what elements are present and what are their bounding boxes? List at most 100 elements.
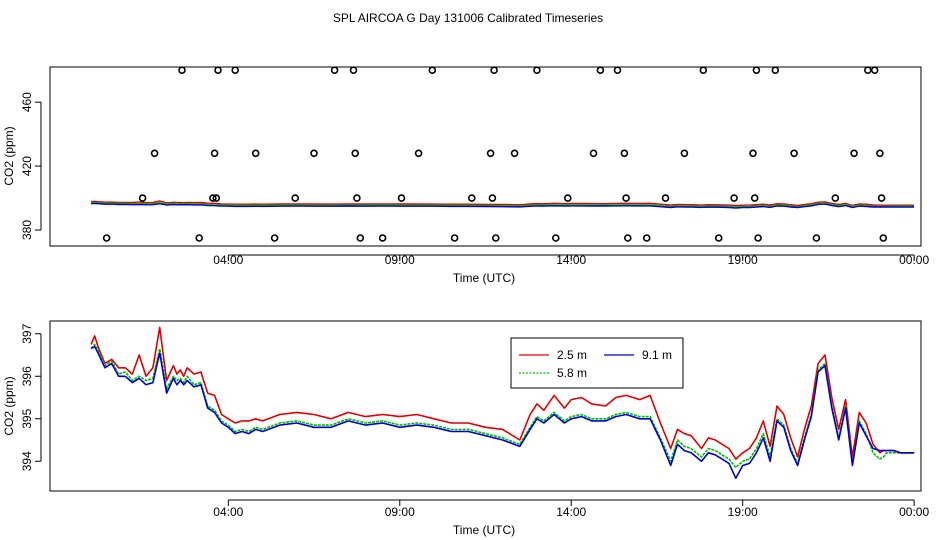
- calibration-point: [150, 149, 159, 158]
- calibration-point: [310, 149, 318, 158]
- bottom-panel: 394 395 396 397 04:00 09:00 14:00 19:00 00:00 T…: [2, 320, 929, 537]
- top-y-axis: 380 420 460: [20, 92, 42, 240]
- bottom-series-line-2-5-m: [90, 326, 915, 460]
- calibration-point: [613, 66, 622, 74]
- calibration-point: [750, 194, 759, 202]
- top-series-lines: [91, 200, 915, 209]
- chart-title: SPL AIRCOA G Day 131006 Calibrated Times…: [333, 11, 603, 25]
- legend-label-2-5m: 2.5 m: [557, 348, 587, 362]
- calibration-point: [879, 234, 888, 242]
- calibration-point: [212, 194, 221, 202]
- calibration-point: [349, 66, 358, 74]
- calibration-point: [330, 66, 339, 74]
- bottom-series-line-5-8-m: [90, 343, 915, 469]
- calibration-point: [102, 234, 111, 242]
- calibration-point: [870, 66, 879, 74]
- calibration-point: [488, 194, 497, 202]
- calibration-point: [714, 234, 723, 242]
- bottom-series-lines: [90, 326, 915, 480]
- top-x-tick-label: 14:00: [556, 253, 586, 267]
- bottom-y-axis-label: CO2 (ppm): [2, 376, 16, 435]
- legend-label-9-1m: 9.1 m: [642, 348, 672, 362]
- top-series-line-2-5-m: [91, 200, 915, 207]
- bottom-x-axis: 04:00 09:00 14:00 19:00 00:00: [213, 499, 929, 519]
- top-x-tick-label: 19:00: [728, 253, 758, 267]
- calibration-point: [620, 149, 629, 158]
- calibration-point: [850, 149, 858, 158]
- bottom-y-tick-label: 395: [20, 408, 34, 428]
- calibration-point: [749, 149, 757, 158]
- calibration-point: [623, 234, 632, 242]
- calibration-point: [551, 234, 560, 242]
- calibration-point: [270, 234, 279, 242]
- top-y-tick-label: 460: [20, 92, 34, 112]
- calibration-point: [812, 234, 821, 242]
- calibration-point: [699, 66, 708, 74]
- calibration-point: [195, 234, 203, 242]
- calibration-point: [486, 149, 495, 158]
- calibration-point: [450, 234, 459, 242]
- calibration-point: [231, 66, 239, 74]
- bottom-y-tick-label: 397: [20, 323, 34, 343]
- legend: 2.5 m 5.8 m 9.1 m: [510, 337, 684, 389]
- calibration-point: [563, 194, 572, 202]
- calibration-point: [414, 149, 423, 158]
- calibration-point: [877, 194, 886, 202]
- calibration-point: [491, 234, 500, 242]
- top-y-axis-label: CO2 (ppm): [2, 126, 16, 185]
- bottom-x-tick-label: 09:00: [385, 505, 415, 519]
- calibration-point: [214, 66, 222, 74]
- calibration-point: [533, 66, 541, 74]
- bottom-x-axis-label: Time (UTC): [453, 523, 515, 537]
- legend-label-5-8m: 5.8 m: [557, 366, 587, 380]
- calibration-point: [351, 149, 360, 158]
- top-plot-frame: [49, 66, 922, 247]
- calibration-point: [178, 66, 186, 74]
- calibration-point: [790, 149, 798, 158]
- calibration-point: [353, 194, 361, 202]
- top-x-axis-label: Time (UTC): [453, 271, 515, 285]
- top-y-tick-label: 420: [20, 156, 34, 176]
- calibration-point: [210, 149, 219, 158]
- calibration-point: [771, 66, 780, 74]
- top-y-tick-label: 380: [20, 220, 34, 240]
- calibration-point: [378, 234, 387, 242]
- calibration-point: [642, 234, 651, 242]
- calibration-point: [596, 66, 605, 74]
- bottom-plot-frame: [49, 320, 922, 492]
- bottom-x-tick-label: 14:00: [556, 505, 586, 519]
- bottom-x-tick-label: 19:00: [728, 505, 758, 519]
- top-panel: 380 420 460 04:00 09:00 14:00 19:00 00:00 Time…: [2, 66, 929, 285]
- top-x-tick-label: 00:00: [899, 253, 929, 267]
- calibration-point: [138, 194, 147, 202]
- bottom-x-tick-label: 00:00: [899, 505, 929, 519]
- calibration-point: [209, 194, 217, 202]
- top-x-tick-label: 09:00: [385, 253, 415, 267]
- bottom-series-line-9-1-m: [90, 345, 915, 480]
- calibration-point: [467, 194, 476, 202]
- calibration-point: [730, 194, 738, 202]
- top-series-line-5-8-m: [91, 201, 915, 208]
- calibration-point: [752, 66, 761, 74]
- calibration-point: [291, 194, 300, 202]
- calibration-point: [490, 66, 498, 74]
- calibration-point: [589, 149, 598, 158]
- bottom-y-tick-label: 394: [20, 451, 34, 471]
- legend-box: [510, 337, 684, 389]
- calibration-point: [680, 149, 689, 158]
- calibration-point: [428, 66, 437, 74]
- calibration-point: [831, 194, 840, 202]
- calibration-point: [876, 149, 884, 158]
- top-x-tick-label: 04:00: [213, 253, 243, 267]
- calibration-point: [622, 194, 630, 202]
- calibration-point: [863, 66, 872, 74]
- calibration-point: [251, 149, 260, 158]
- top-calibration-points: [102, 66, 888, 242]
- calibration-point: [754, 234, 762, 242]
- bottom-y-axis: 394 395 396 397: [20, 323, 42, 471]
- calibration-point: [510, 149, 519, 158]
- calibration-point: [356, 234, 365, 242]
- bottom-y-tick-label: 396: [20, 366, 34, 386]
